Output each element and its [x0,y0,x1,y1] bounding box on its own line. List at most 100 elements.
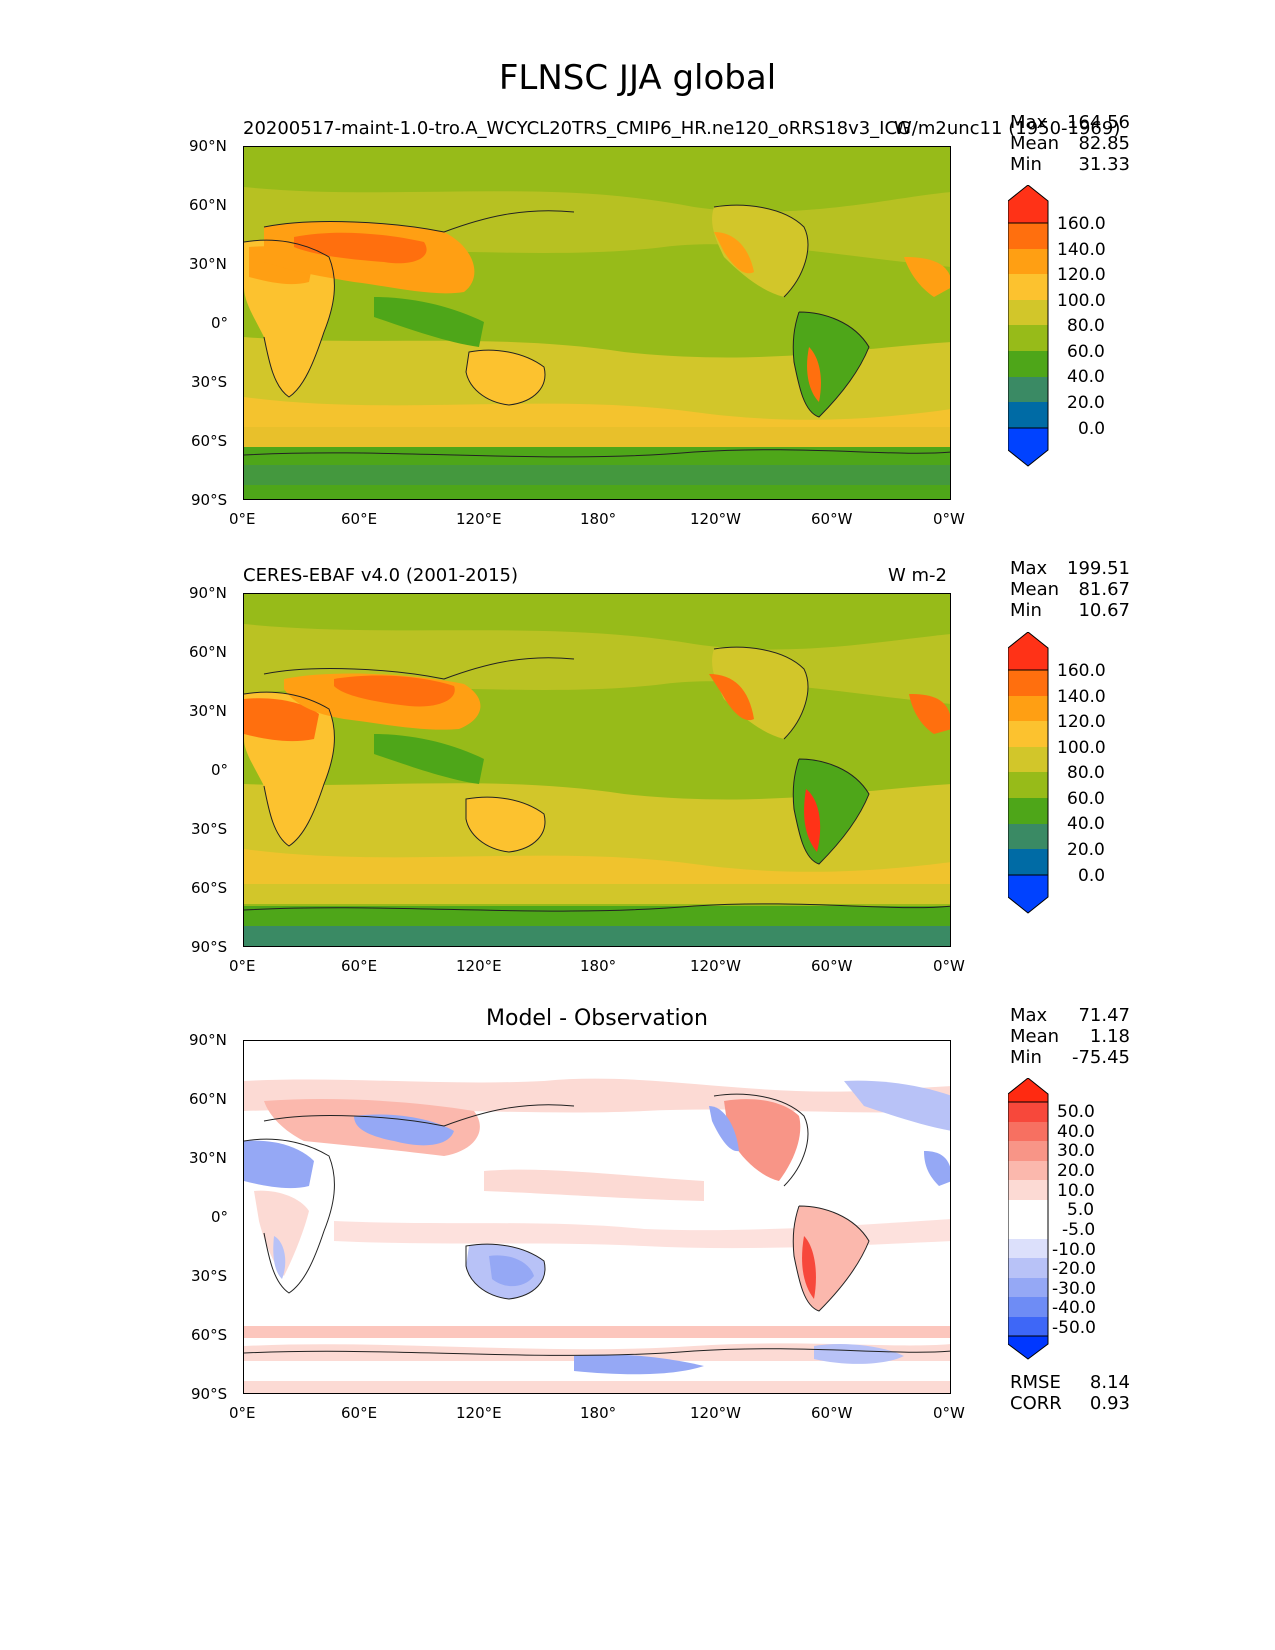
panel2-title-right: W m-2 [888,565,948,586]
panel3-lat-tick: 30°S [191,1267,228,1285]
panel3-cbar-label: -50.0 [1052,1318,1096,1338]
metric-label: RMSE [1010,1372,1061,1393]
panel1-lat-tick: 30°S [191,373,228,391]
panel1-cbar-label: 60.0 [1067,342,1105,362]
panel3-lat-tick: 90°S [191,1385,228,1403]
metric-value: 8.14 [1089,1372,1130,1393]
stat-value: 71.47 [1078,1005,1130,1026]
panel2-lon-tick: 60°W [811,957,853,975]
panel1-lat-tick: 90°N [189,137,227,155]
panel1-title-left: 20200517-maint-1.0-tro.A_WCYCL20TRS_CMIP… [243,118,912,139]
panel1-title-right: W/m2unc11 (1950-1969) [894,118,1121,139]
stat-value: 31.33 [1078,154,1130,175]
panel1-lat-tick: 30°N [189,255,227,273]
stat-value: 10.67 [1078,600,1130,621]
panel3-colorbar [1008,1078,1049,1360]
panel1-cbar-label: 140.0 [1057,240,1106,260]
panel2-stats: Max 199.51 Mean 81.67 Min 10.67 [1010,558,1130,621]
panel2-lon-tick: 60°E [341,957,378,975]
stat-label: Mean [1010,579,1060,600]
panel2-lon-tick: 120°W [690,957,741,975]
stat-value: 164.56 [1067,112,1130,133]
panel1-lat-tick: 60°S [191,432,228,450]
metric-label: CORR [1010,1393,1062,1414]
panel2-cbar-label: 100.0 [1057,738,1106,758]
panel2-title-left: CERES-EBAF v4.0 (2001-2015) [243,565,519,586]
panel1-cbar-label: 120.0 [1057,265,1106,285]
panel1-lon-tick: 0°E [229,510,256,528]
panel2-lat-tick: 60°S [191,879,228,897]
panel2-lat-tick: 90°N [189,584,227,602]
panel1-cbar-label: 160.0 [1057,214,1106,234]
panel3-cbar-label: 40.0 [1057,1122,1095,1142]
panel2-lat-tick: 30°S [191,820,228,838]
panel1-lat-tick: 90°S [191,491,228,509]
panel1-colorbar [1008,185,1049,467]
stat-label: Min [1010,600,1042,621]
panel2-lat-tick: 60°N [189,643,227,661]
panel2-lat-tick: 30°N [189,702,227,720]
stat-value: 199.51 [1067,558,1130,579]
panel1-lon-tick: 60°E [341,510,378,528]
panel3-cbar-label: 20.0 [1057,1161,1095,1181]
stat-value: 81.67 [1078,579,1130,600]
panel3-lon-tick: 0°W [933,1404,965,1422]
panel2-map [243,593,951,947]
panel1-lat-tick: 60°N [189,196,227,214]
panel2-lon-tick: 0°W [933,957,965,975]
panel3-cbar-label: -40.0 [1052,1298,1096,1318]
figure-title: FLNSC JJA global [498,58,777,98]
panel1-stats: Max 164.56 Mean 82.85 Min 31.33 [1010,112,1130,175]
panel2-cbar-label: 60.0 [1067,789,1105,809]
panel2-cbar-label: 20.0 [1067,840,1105,860]
panel3-lon-tick: 60°E [341,1404,378,1422]
panel3-metrics: RMSE 8.14 CORR 0.93 [1010,1372,1130,1414]
panel1-cbar-label: 80.0 [1067,316,1105,336]
panel3-lon-tick: 0°E [229,1404,256,1422]
stat-label: Max [1010,1005,1048,1026]
stat-label: Min [1010,1047,1042,1068]
panel1-lon-tick: 60°W [811,510,853,528]
panel1-cbar-label: 40.0 [1067,367,1105,387]
panel3-cbar-label: 30.0 [1057,1141,1095,1161]
panel2-lon-tick: 180° [580,957,617,975]
panel1-lon-tick: 0°W [933,510,965,528]
panel1-cbar-label: 0.0 [1078,419,1106,439]
panel3-lat-tick: 60°N [189,1090,227,1108]
panel2-cbar-label: 120.0 [1057,712,1106,732]
panel2-cbar-label: 80.0 [1067,763,1105,783]
panel2-cbar-label: 40.0 [1067,814,1105,834]
panel1-lat-tick: 0° [211,314,229,332]
stat-label: Min [1010,154,1042,175]
stat-label: Mean [1010,1026,1060,1047]
panel3-lat-tick: 0° [211,1208,229,1226]
stat-label: Max [1010,112,1048,133]
panel1-lon-tick: 120°W [690,510,741,528]
panel1-lon-tick: 120°E [456,510,502,528]
panel3-title: Model - Observation [486,1006,708,1031]
panel3-lat-tick: 90°N [189,1031,227,1049]
panel2-lon-tick: 0°E [229,957,256,975]
panel3-cbar-label: -20.0 [1052,1259,1096,1279]
panel3-cbar-label: -10.0 [1052,1240,1096,1260]
panel3-lat-tick: 60°S [191,1326,228,1344]
panel3-cbar-label: 50.0 [1057,1102,1095,1122]
panel1-cbar-label: 20.0 [1067,393,1105,413]
stat-value: 82.85 [1078,133,1130,154]
panel3-cbar-label: 10.0 [1057,1181,1095,1201]
panel2-lat-tick: 90°S [191,938,228,956]
panel2-cbar-label: 0.0 [1078,866,1106,886]
panel3-lon-tick: 120°E [456,1404,502,1422]
panel3-lon-tick: 120°W [690,1404,741,1422]
panel1-lon-tick: 180° [580,510,617,528]
panel2-lat-tick: 0° [211,761,229,779]
stat-label: Max [1010,558,1048,579]
panel3-lat-tick: 30°N [189,1149,227,1167]
panel3-stats: Max 71.47 Mean 1.18 Min -75.45 [1010,1005,1130,1068]
stat-value: 1.18 [1089,1026,1130,1047]
panel3-map [243,1040,951,1394]
panel2-colorbar [1008,632,1049,914]
panel3-lon-tick: 60°W [811,1404,853,1422]
stat-value: -75.45 [1071,1047,1130,1068]
panel1-map [243,146,951,500]
